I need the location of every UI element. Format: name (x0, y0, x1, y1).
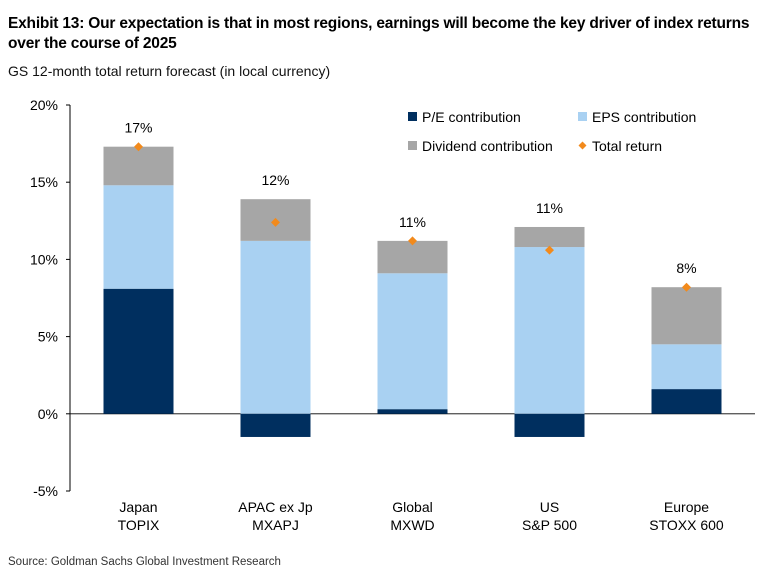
bar-segment-dividend-contribution (103, 146, 174, 186)
bar-segment-p-e-contribution (377, 409, 448, 414)
bar-segment-p-e-contribution (651, 389, 722, 414)
legend-swatch (408, 141, 417, 150)
legend-label: P/E contribution (422, 109, 521, 125)
total-return-marker (545, 245, 554, 255)
legend-swatch (578, 112, 587, 121)
bar-segment-eps-contribution (651, 344, 722, 390)
chart-title: Exhibit 13: Our expectation is that in m… (8, 15, 750, 52)
bar-segment-dividend-contribution (514, 226, 585, 248)
bar-segment-p-e-contribution (103, 288, 174, 414)
total-return-data-label: 12% (261, 172, 289, 188)
y-tick-label: 20% (30, 97, 58, 113)
legend-label: Total return (592, 138, 662, 154)
bar-segment-eps-contribution (240, 240, 311, 414)
total-return-data-label: 11% (536, 200, 563, 216)
bar-segment-p-e-contribution (240, 413, 311, 437)
y-tick-label: 10% (30, 251, 58, 267)
total-return-markers (134, 142, 691, 292)
y-tick-label: 5% (38, 329, 58, 345)
source-note: Source: Goldman Sachs Global Investment … (8, 556, 281, 568)
total-return-marker (682, 282, 691, 292)
axes: 20% 15% 10% 5% 0% -5% Japan TOPIX APAC ex Jp MXAP… (30, 97, 755, 533)
data-labels: 17% 12% 11% 11% 8% (124, 120, 696, 277)
y-tick-label: -5% (33, 483, 58, 499)
total-return-marker (134, 142, 143, 152)
x-category-label: TOPIX (118, 517, 160, 533)
bars (103, 146, 722, 437)
x-category-label: US (540, 499, 559, 515)
total-return-marker (408, 236, 417, 246)
x-category-label: Japan (119, 499, 157, 515)
bar-segment-eps-contribution (103, 185, 174, 289)
legend-swatch (578, 141, 587, 150)
bar-segment-eps-contribution (377, 273, 448, 410)
legend-swatch (408, 112, 417, 121)
total-return-marker (271, 217, 280, 227)
total-return-data-label: 11% (399, 214, 426, 230)
x-category-label: Europe (664, 499, 709, 515)
bar-segment-eps-contribution (514, 247, 585, 414)
x-category-label: Global (392, 499, 432, 515)
legend: P/E contribution EPS contribution Dividend… (408, 109, 696, 154)
y-tick-label: 0% (38, 406, 58, 422)
x-category-label: MXAPJ (252, 517, 299, 533)
bar-segment-dividend-contribution (377, 240, 448, 274)
total-return-data-label: 17% (124, 120, 152, 136)
bar-segment-p-e-contribution (514, 413, 585, 437)
total-return-data-label: 8% (676, 260, 696, 276)
y-tick-label: 15% (30, 174, 58, 190)
x-category-label: STOXX 600 (649, 517, 724, 533)
x-category-label: APAC ex Jp (238, 499, 313, 515)
legend-label: Dividend contribution (422, 138, 553, 154)
x-category-label: S&P 500 (522, 517, 577, 533)
x-category-label: MXWD (390, 517, 434, 533)
chart-subtitle: GS 12-month total return forecast (in lo… (8, 63, 331, 79)
legend-label: EPS contribution (592, 109, 696, 125)
bar-segment-dividend-contribution (651, 287, 722, 345)
